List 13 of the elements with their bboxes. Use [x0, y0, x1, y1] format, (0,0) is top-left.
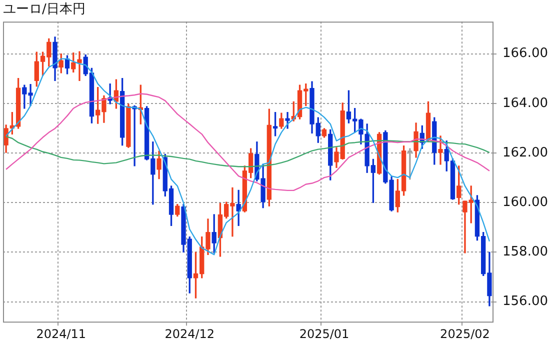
- y-tick-label: 160.00: [502, 194, 548, 210]
- x-tick-label: 2024/11: [36, 326, 86, 341]
- y-tick-label: 166.00: [502, 46, 548, 62]
- x-tick-label: 2025/01: [299, 326, 350, 341]
- x-tick-label: 2025/02: [440, 326, 490, 341]
- y-tick-label: 158.00: [502, 244, 548, 260]
- candlestick: [77, 51, 82, 81]
- chart-title: ユーロ/日本円: [3, 2, 86, 18]
- candlestick: [438, 136, 443, 165]
- x-tick-label: 2024/12: [164, 326, 215, 341]
- y-tick-label: 156.00: [502, 294, 548, 310]
- y-tick-label: 162.00: [502, 145, 548, 160]
- y-tick-label: 164.00: [502, 96, 548, 111]
